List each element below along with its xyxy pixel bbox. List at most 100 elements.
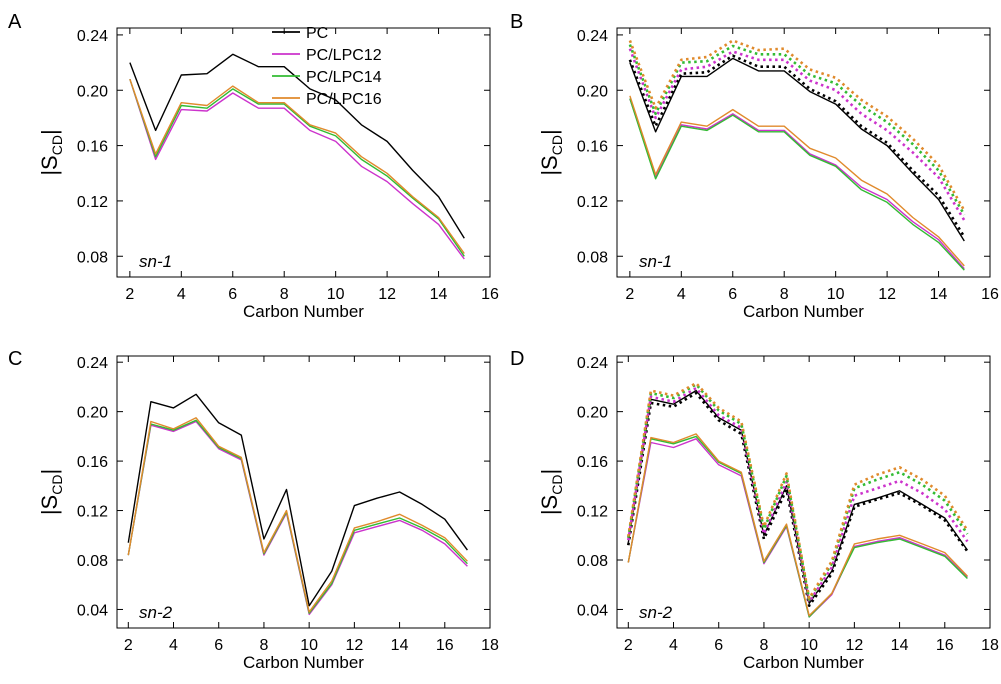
legend-label: PC/LPC16 (306, 91, 382, 108)
y-tick-label: 0.08 (577, 249, 608, 266)
series-line-pc-lpc16 (629, 95, 965, 267)
x-axis-title: Carbon Number (243, 653, 364, 672)
series-line-pc-lpc14 (629, 98, 965, 271)
y-tick-label: 0.20 (77, 405, 108, 422)
y-tick-label: 0.12 (577, 194, 608, 211)
y-axis-title: |SCD| (537, 129, 565, 175)
chain-annotation: sn-2 (139, 603, 173, 622)
x-tick-label: 14 (430, 286, 448, 303)
series-line-pc-lpc14 (129, 78, 465, 257)
x-tick-label: 6 (214, 637, 223, 654)
x-tick-label: 4 (169, 637, 178, 654)
y-tick-label: 0.08 (77, 553, 108, 570)
x-tick-label: 10 (327, 286, 345, 303)
x-axis-title: Carbon Number (743, 302, 864, 321)
x-tick-label: 16 (936, 637, 954, 654)
series-line-pc-lpc12 (629, 98, 965, 270)
series-line-pc (127, 393, 468, 607)
panel-a: A 2 4 6 8 10 12 14 16 0.08 0.12 0.16 0.20 0.24 Carbon … (8, 11, 499, 321)
y-axis-title: |SCD| (37, 129, 65, 175)
y-axis-title: |SCD| (537, 469, 565, 515)
x-tick-label: 4 (669, 637, 678, 654)
x-axis-title: Carbon Number (243, 302, 364, 321)
x-tick-label: 16 (481, 286, 499, 303)
x-tick-label: 12 (345, 637, 363, 654)
panel-letter: A (8, 11, 22, 33)
y-tick-label: 0.16 (577, 454, 608, 471)
x-tick-label: 14 (930, 286, 948, 303)
x-tick-label: 16 (436, 637, 454, 654)
panel-letter: C (8, 348, 22, 370)
x-tick-label: 10 (300, 637, 318, 654)
y-tick-label: 0.08 (577, 553, 608, 570)
x-tick-label: 18 (981, 637, 999, 654)
x-tick-label: 16 (981, 286, 999, 303)
x-tick-label: 8 (759, 637, 768, 654)
x-tick-label: 8 (280, 286, 289, 303)
panel-letter: B (510, 11, 523, 33)
series-line-pc-lpc12-dotted (628, 48, 966, 221)
y-tick-label: 0.04 (77, 602, 108, 619)
y-tick-label: 0.16 (577, 139, 608, 156)
x-tick-label: 8 (780, 286, 789, 303)
x-tick-label: 14 (391, 637, 409, 654)
y-tick-label: 0.20 (577, 405, 608, 422)
x-tick-label: 18 (481, 637, 499, 654)
series-line-pc-lpc16-dotted (628, 39, 966, 212)
series-line-pc-dotted (628, 54, 966, 238)
x-tick-label: 2 (624, 637, 633, 654)
series-line-pc-lpc12 (127, 420, 468, 616)
y-tick-label: 0.20 (77, 83, 108, 100)
y-tick-label: 0.08 (77, 249, 108, 266)
y-tick-label: 0.12 (77, 504, 108, 521)
series-line-pc (627, 389, 968, 604)
y-tick-label: 0.24 (77, 28, 108, 45)
y-tick-label: 0.16 (77, 454, 108, 471)
y-tick-label: 0.24 (77, 355, 108, 372)
x-tick-label: 4 (177, 286, 186, 303)
x-tick-label: 6 (228, 286, 237, 303)
plot-frame (616, 27, 991, 278)
series-line-pc (629, 57, 965, 242)
x-tick-label: 6 (714, 637, 723, 654)
y-tick-label: 0.20 (577, 83, 608, 100)
panel-b: B 2 4 6 8 10 12 14 16 0.08 0.12 0.16 0.20 0.24 Carbon … (510, 11, 999, 321)
series-line-pc-lpc16 (127, 417, 468, 613)
series-line-pc-lpc14 (627, 435, 968, 618)
x-axis-title: Carbon Number (743, 653, 864, 672)
y-tick-label: 0.12 (577, 504, 608, 521)
panel-d: D 2 4 6 8 10 12 14 16 18 0.04 0.08 0.12 0.16 0.20 0.24 C… (510, 348, 999, 672)
x-tick-label: 10 (800, 637, 818, 654)
legend-label: PC (306, 25, 328, 42)
x-tick-label: 10 (827, 286, 845, 303)
y-axis-title: |SCD| (37, 469, 65, 515)
y-tick-label: 0.24 (577, 355, 608, 372)
chain-annotation: sn-1 (139, 252, 172, 271)
series-line-pc-lpc14 (127, 419, 468, 614)
x-tick-label: 12 (845, 637, 863, 654)
legend-label: PC/LPC12 (306, 47, 382, 64)
panel-c: C 2 4 6 8 10 12 14 16 18 0.04 0.08 0.12 0.16 0.20 0.24 C… (8, 348, 499, 672)
y-tick-label: 0.04 (577, 602, 608, 619)
series-line-pc-lpc16 (129, 78, 465, 254)
x-tick-label: 8 (259, 637, 268, 654)
x-tick-label: 14 (891, 637, 909, 654)
y-tick-label: 0.24 (577, 28, 608, 45)
x-tick-label: 6 (728, 286, 737, 303)
x-tick-label: 2 (625, 286, 634, 303)
series-line-pc-lpc16 (627, 433, 968, 617)
series-line-pc-lpc16-dotted (627, 381, 969, 600)
x-tick-label: 4 (677, 286, 686, 303)
series-line-pc-lpc12 (627, 438, 968, 618)
x-tick-label: 2 (124, 637, 133, 654)
series-line-pc-lpc12 (129, 78, 465, 260)
x-tick-label: 12 (378, 286, 396, 303)
x-tick-label: 2 (125, 286, 134, 303)
x-tick-label: 12 (878, 286, 896, 303)
plot-frame (116, 355, 491, 629)
plot-frame (616, 355, 991, 629)
y-tick-label: 0.16 (77, 139, 108, 156)
series-line-pc-lpc12-dotted (627, 386, 969, 604)
legend-label: PC/LPC14 (306, 69, 382, 86)
